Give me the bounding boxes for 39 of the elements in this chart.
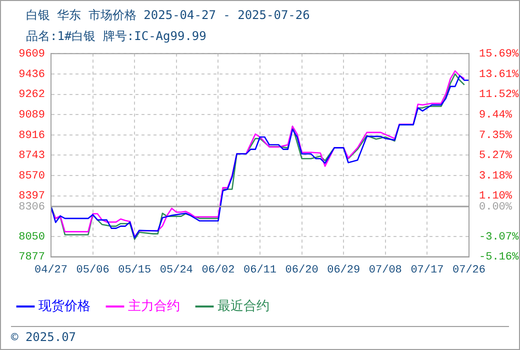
y2-tick-label: 3.18% <box>479 170 512 182</box>
y2-tick-label: 0.00% <box>479 201 512 214</box>
x-tick-label: 07/17 <box>410 264 444 276</box>
y2-tick-label: 13.61% <box>479 68 520 81</box>
y-tick-label: 8916 <box>18 130 45 142</box>
y-tick-label: 9089 <box>18 110 45 122</box>
y2-tick-label: 11.52% <box>479 89 520 102</box>
x-tick-label: 04/27 <box>34 264 68 276</box>
x-tick-label: 05/15 <box>118 264 152 276</box>
chart-subtitle: 品名:1#白银 牌号:IC-Ag99.99 <box>26 28 206 45</box>
y-tick-label: 9262 <box>18 89 45 102</box>
legend-label: 最近合约 <box>218 298 270 314</box>
y2-tick-label: 15.69% <box>479 48 520 61</box>
y-tick-label: 7877 <box>18 252 45 264</box>
y-tick-label: 8397 <box>18 190 45 203</box>
y-tick-label: 8050 <box>18 231 45 244</box>
x-tick-label: 05/24 <box>160 264 194 276</box>
y-tick-label: 8306 <box>18 201 45 214</box>
y2-tick-label: 5.27% <box>479 150 512 162</box>
y-tick-label: 8743 <box>18 150 45 162</box>
x-tick-label: 06/02 <box>202 264 235 276</box>
legend-label: 主力合约 <box>128 298 180 314</box>
y2-tick-label: -3.07% <box>479 231 520 244</box>
chart-title: 白银 华东 市场价格 2025-04-27 - 2025-07-26 <box>26 7 310 24</box>
y-tick-label: 9436 <box>18 68 45 81</box>
x-tick-label: 07/26 <box>452 264 486 276</box>
y2-tick-label: -5.16% <box>479 252 520 264</box>
x-tick-label: 06/11 <box>243 264 277 276</box>
y2-tick-label: 1.10% <box>479 190 512 203</box>
x-tick-label: 07/08 <box>368 264 402 276</box>
y2-tick-label: 9.44% <box>479 109 512 122</box>
x-tick-label: 06/20 <box>285 264 318 276</box>
text: © 2025.07 <box>11 330 76 344</box>
x-tick-label: 06/29 <box>327 264 360 276</box>
x-tick-label: 05/06 <box>76 264 110 276</box>
y-tick-label: 8570 <box>18 170 45 182</box>
y2-tick-label: 7.35% <box>479 130 512 142</box>
legend-label: 现货价格 <box>38 298 90 314</box>
y-tick-label: 9609 <box>18 48 45 61</box>
